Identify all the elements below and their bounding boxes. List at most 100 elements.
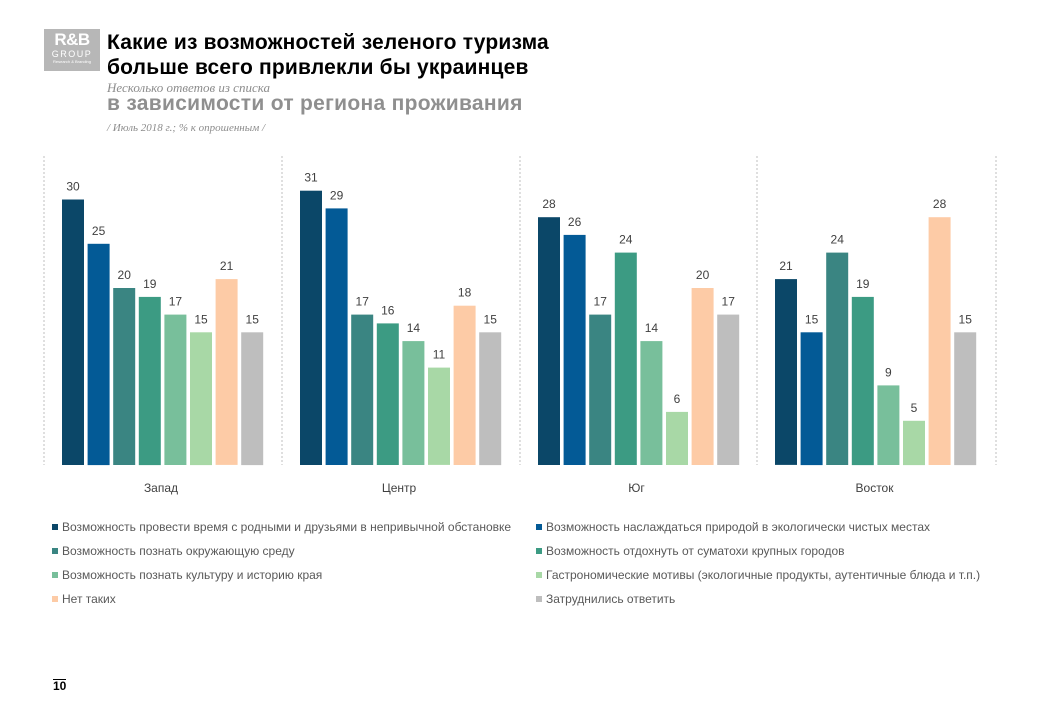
category-label: Юг (628, 481, 645, 495)
data-label: 18 (458, 286, 472, 300)
legend-swatch (536, 523, 542, 530)
legend-item: Затруднились ответить (536, 592, 675, 606)
bar (87, 243, 110, 466)
multiple-answers-note: Несколько ответов из списка (107, 80, 270, 95)
legend-label: Возможность провести время с родными и д… (62, 520, 512, 534)
bar (300, 190, 322, 465)
legend-item: Возможность отдохнуть от суматохи крупны… (536, 544, 845, 558)
legend-item: Возможность познать окружающую среду (52, 544, 295, 558)
bar (453, 305, 476, 465)
data-label: 17 (356, 295, 370, 309)
page-number: 10 (53, 679, 67, 693)
legend-label: Возможность наслаждаться природой в экол… (546, 520, 931, 534)
bar (402, 341, 425, 465)
legend-item: Нет таких (52, 592, 116, 606)
chart-title: Какие из возможностей зеленого туризма б… (107, 30, 549, 80)
bar (903, 420, 925, 466)
legend-item: Возможность провести время с родными и д… (52, 520, 511, 534)
data-label: 21 (220, 259, 234, 273)
bar (241, 332, 264, 466)
data-label: 24 (831, 233, 845, 247)
legend-label: Нет таких (62, 592, 116, 606)
data-label: 6 (674, 392, 681, 406)
data-label: 19 (143, 277, 157, 291)
legend-label: Возможность познать окружающую среду (62, 544, 295, 558)
bar (877, 385, 900, 465)
data-label: 31 (304, 171, 318, 185)
logo-subtext: GROUP (51, 49, 93, 59)
bar (851, 296, 874, 466)
bar (717, 314, 740, 465)
logo-tagline: Research & Branding (52, 59, 92, 64)
category-label: Центр (382, 481, 417, 495)
logo-text: R&B (54, 30, 90, 49)
legend-item: Гастрономические мотивы (экологичные про… (536, 568, 980, 582)
bar (479, 332, 502, 466)
category-label: Восток (856, 481, 895, 495)
data-label: 29 (330, 188, 344, 202)
legend-swatch (536, 547, 542, 554)
data-label: 21 (779, 259, 793, 273)
data-label: 28 (542, 197, 556, 211)
legend-item: Возможность познать культуру и историю к… (52, 568, 322, 582)
date-note: / Июль 2018 г.; % к опрошенным / (107, 122, 266, 134)
bar (800, 332, 823, 466)
bar (428, 367, 450, 465)
legend-swatch (52, 547, 58, 554)
data-label: 16 (381, 303, 395, 317)
data-label: 11 (433, 348, 446, 362)
data-label: 25 (92, 224, 106, 238)
chart-subtitle: в зависимости от региона проживания (107, 92, 523, 115)
bar (351, 314, 374, 465)
legend-swatch (52, 595, 58, 602)
bar (164, 314, 187, 465)
bar (826, 252, 849, 465)
legend-label: Возможность отдохнуть от суматохи крупны… (546, 544, 845, 558)
data-label: 15 (484, 312, 498, 326)
legend-label: Гастрономические мотивы (экологичные про… (546, 568, 981, 582)
data-label: 15 (246, 312, 260, 326)
data-label: 26 (568, 215, 582, 229)
bar (954, 332, 977, 466)
data-label: 28 (933, 197, 947, 211)
data-label: 15 (805, 312, 819, 326)
data-label: 17 (169, 295, 183, 309)
bar (666, 411, 688, 465)
data-label: 5 (911, 401, 918, 415)
bar (775, 279, 797, 465)
bar (691, 288, 714, 465)
data-label: 15 (959, 312, 973, 326)
data-label: 17 (722, 295, 736, 309)
legend-swatch (52, 523, 58, 530)
legend-item: Возможность наслаждаться природой в экол… (536, 520, 930, 534)
data-label: 30 (66, 180, 80, 194)
title-line-1: Какие из возможностей зеленого туризма (107, 31, 549, 54)
data-label: 9 (885, 365, 892, 379)
bar (190, 332, 212, 466)
bar (538, 217, 560, 465)
legend-label: Возможность познать культуру и историю к… (62, 568, 323, 582)
bar (589, 314, 612, 465)
legend-swatch (536, 571, 542, 578)
company-logo: R&B GROUP Research & Branding (44, 29, 100, 71)
data-label: 14 (407, 321, 421, 335)
bar (215, 279, 238, 465)
bar (113, 288, 136, 465)
bar (563, 234, 586, 465)
bar (138, 296, 161, 466)
legend-swatch (536, 595, 542, 602)
legend-label: Затруднились ответить (546, 592, 676, 606)
legend-swatch (52, 571, 58, 578)
data-label: 14 (645, 321, 659, 335)
bar (614, 252, 637, 465)
data-label: 20 (118, 268, 132, 282)
bar (640, 341, 663, 465)
bar (376, 323, 399, 465)
data-label: 15 (194, 312, 208, 326)
bar-chart: 30 25 20 19 17 15 21 15 Запад 31 29 17 16 14 11 18 15 Цен… (43, 156, 997, 495)
data-label: 24 (619, 233, 633, 247)
bar (928, 217, 951, 465)
data-label: 17 (594, 295, 608, 309)
bar (325, 208, 348, 465)
data-label: 20 (696, 268, 710, 282)
